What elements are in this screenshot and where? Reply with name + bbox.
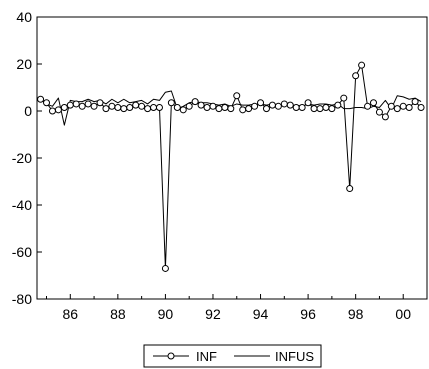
x-tick-label: 94 bbox=[253, 306, 269, 322]
data-point-inf bbox=[167, 99, 175, 107]
data-point-inf bbox=[346, 185, 354, 193]
x-tick-label: 00 bbox=[395, 306, 411, 322]
legend-marker-inf bbox=[167, 352, 175, 360]
data-point-inf bbox=[90, 102, 98, 110]
x-axis-tick-labels: 86 88 90 92 94 96 98 00 bbox=[63, 306, 412, 322]
data-point-inf bbox=[352, 72, 360, 80]
y-axis-ticks bbox=[37, 16, 42, 300]
y-tick-label: 20 bbox=[16, 56, 32, 72]
data-point-inf bbox=[298, 103, 306, 111]
plot-frame bbox=[36, 16, 428, 300]
data-point-inf bbox=[132, 101, 140, 109]
x-axis-ticks bbox=[46, 294, 428, 299]
y-axis-tick-labels: 40 20 0 -20 -40 -60 -80 bbox=[12, 9, 32, 307]
data-point-inf bbox=[340, 94, 348, 102]
data-point-inf bbox=[191, 98, 199, 106]
data-point-inf bbox=[215, 105, 223, 113]
data-point-inf bbox=[203, 103, 211, 111]
data-point-inf bbox=[387, 102, 395, 110]
legend: INF INFUS bbox=[143, 344, 322, 368]
data-point-inf bbox=[286, 101, 294, 109]
data-point-inf bbox=[221, 103, 229, 111]
data-point-inf bbox=[120, 105, 128, 113]
data-point-inf bbox=[245, 105, 253, 113]
data-point-inf bbox=[185, 102, 193, 110]
data-point-inf bbox=[150, 103, 158, 111]
data-point-inf bbox=[60, 103, 68, 111]
data-point-inf bbox=[102, 105, 110, 113]
data-point-inf bbox=[358, 61, 366, 69]
data-point-inf bbox=[54, 106, 62, 114]
data-point-inf bbox=[72, 100, 80, 108]
data-point-inf bbox=[381, 113, 389, 121]
y-tick-label: 0 bbox=[24, 103, 32, 119]
x-tick-label: 98 bbox=[348, 306, 364, 322]
data-point-inf bbox=[173, 103, 181, 111]
data-point-inf bbox=[417, 103, 425, 111]
data-point-inf bbox=[364, 102, 372, 110]
data-point-inf bbox=[411, 98, 419, 106]
data-point-inf bbox=[310, 105, 318, 113]
x-tick-label: 90 bbox=[158, 306, 174, 322]
data-point-inf bbox=[155, 103, 163, 111]
series-line-inf bbox=[40, 64, 422, 269]
data-point-inf bbox=[43, 99, 51, 107]
data-point-inf bbox=[257, 99, 265, 107]
data-point-inf bbox=[179, 106, 187, 114]
x-tick-label: 88 bbox=[110, 306, 126, 322]
y-tick-label: -20 bbox=[12, 150, 32, 166]
data-point-inf bbox=[405, 103, 413, 111]
data-point-inf bbox=[292, 103, 300, 111]
data-point-inf bbox=[268, 101, 276, 109]
y-tick-label: -40 bbox=[12, 197, 32, 213]
data-point-inf bbox=[375, 108, 383, 116]
data-point-inf bbox=[393, 105, 401, 113]
data-point-inf bbox=[369, 99, 377, 107]
y-tick-label: -60 bbox=[12, 244, 32, 260]
data-point-inf bbox=[328, 105, 336, 113]
data-point-inf bbox=[322, 103, 330, 111]
data-point-inf bbox=[66, 101, 74, 109]
data-point-inf bbox=[114, 103, 122, 111]
data-point-inf bbox=[48, 107, 56, 115]
y-tick-label: -80 bbox=[12, 291, 32, 307]
data-point-inf bbox=[239, 106, 247, 114]
x-tick-label: 96 bbox=[300, 306, 316, 322]
x-tick-label: 92 bbox=[205, 306, 221, 322]
data-point-inf bbox=[334, 101, 342, 109]
data-point-inf bbox=[209, 102, 217, 110]
data-point-inf bbox=[78, 102, 86, 110]
data-point-inf bbox=[96, 99, 104, 107]
data-point-inf bbox=[304, 99, 312, 107]
legend-label-inf: INF bbox=[196, 349, 217, 364]
data-point-inf bbox=[108, 102, 116, 110]
data-point-inf bbox=[316, 105, 324, 113]
data-point-inf bbox=[138, 102, 146, 110]
data-point-inf bbox=[274, 102, 282, 110]
data-point-inf bbox=[197, 101, 205, 109]
legend-box bbox=[143, 344, 322, 368]
data-point-inf bbox=[37, 95, 45, 103]
legend-label-infus: INFUS bbox=[275, 349, 314, 364]
x-tick-label: 86 bbox=[63, 306, 79, 322]
data-point-inf bbox=[227, 105, 235, 113]
data-point-inf bbox=[144, 105, 152, 113]
data-point-inf bbox=[233, 92, 241, 100]
data-point-inf bbox=[161, 264, 169, 272]
data-point-inf bbox=[262, 105, 270, 113]
series-inf bbox=[37, 61, 425, 272]
series-layer bbox=[37, 61, 425, 272]
data-point-inf bbox=[280, 100, 288, 108]
data-point-inf bbox=[84, 100, 92, 108]
y-tick-label: 40 bbox=[16, 9, 32, 25]
data-point-inf bbox=[399, 102, 407, 110]
data-point-inf bbox=[251, 102, 259, 110]
data-point-inf bbox=[126, 103, 134, 111]
